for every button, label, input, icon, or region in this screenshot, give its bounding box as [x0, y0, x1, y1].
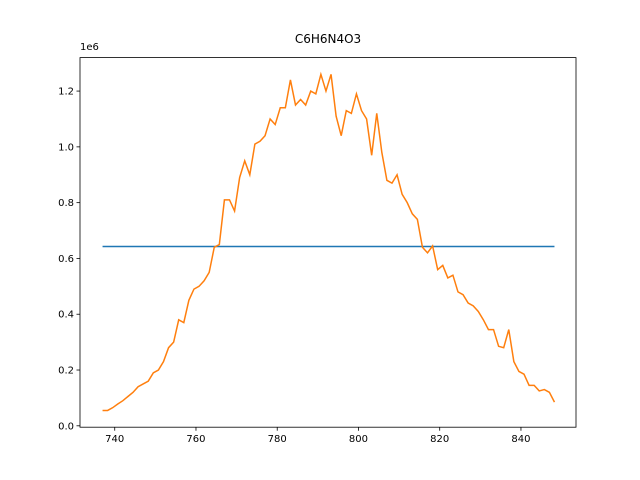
y-tick-label: 0.8: [58, 198, 74, 209]
axes-frame: [79, 57, 577, 428]
y-tick-label: 1.0: [58, 142, 74, 153]
x-tick-label: 800: [349, 434, 368, 445]
chart-title: C6H6N4O3: [295, 32, 361, 46]
y-tick-label: 0.6: [58, 254, 74, 265]
y-tick-label: 0.4: [58, 310, 74, 321]
line-series: [102, 71, 556, 412]
x-tick-label: 760: [186, 434, 205, 445]
y-tick-label: 0.0: [58, 421, 74, 432]
y-tick-label: 1.2: [58, 87, 74, 98]
x-tick-label: 820: [430, 434, 449, 445]
x-tick-label: 780: [268, 434, 287, 445]
y-offset-label: 1e6: [80, 42, 99, 53]
y-tick-label: 0.2: [58, 366, 74, 377]
x-tick-label: 840: [511, 434, 530, 445]
x-tick-label: 740: [105, 434, 124, 445]
